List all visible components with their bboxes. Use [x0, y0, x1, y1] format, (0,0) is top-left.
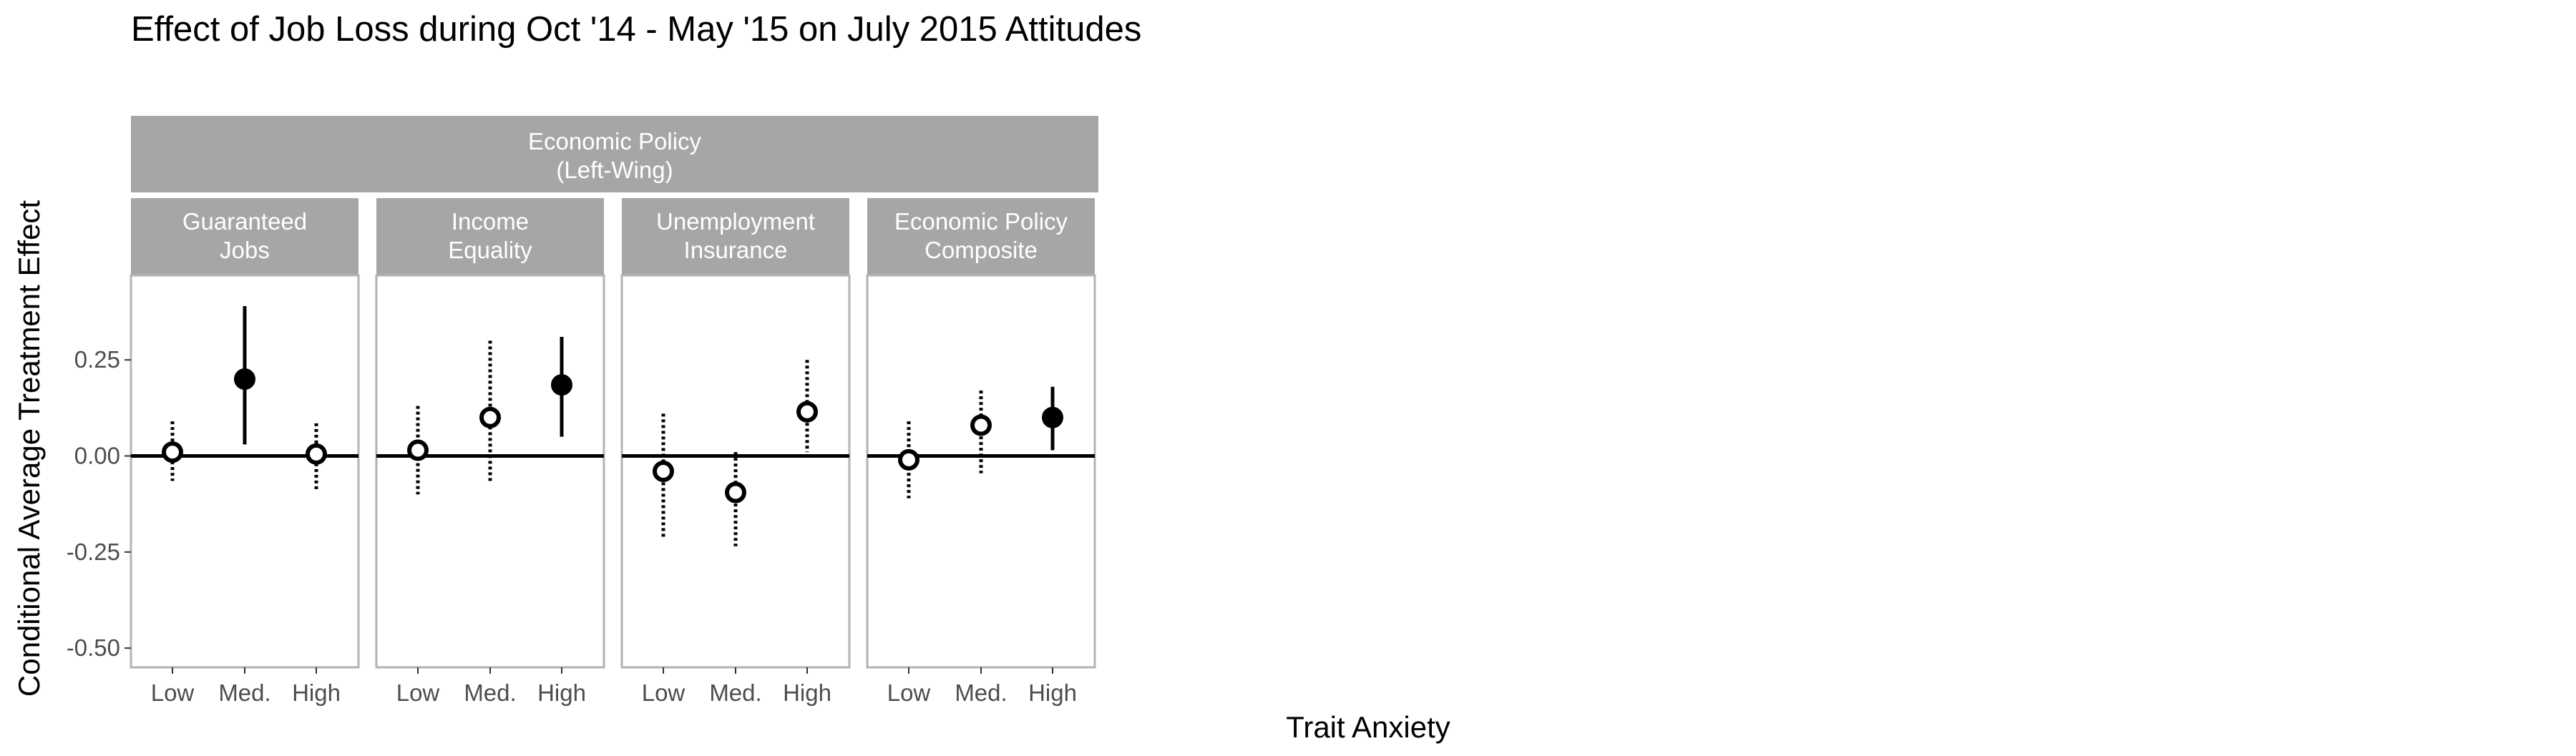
x-tick-label: Low	[642, 679, 686, 706]
x-tick-label: Med.	[709, 679, 761, 706]
facet-strip-label: Economic Policy	[894, 208, 1068, 235]
x-tick-label: Low	[151, 679, 195, 706]
top-strip-line-1: Economic Policy	[528, 128, 702, 154]
y-tick-label: -0.50	[67, 634, 120, 661]
point-estimate	[796, 401, 818, 423]
point-estimate	[551, 374, 572, 396]
point-estimate	[653, 461, 674, 482]
facet-strip	[376, 198, 604, 275]
point-estimate	[970, 414, 992, 436]
chart-title: Effect of Job Loss during Oct '14 - May …	[131, 10, 1141, 49]
point-estimate	[479, 406, 501, 428]
top-strip-line-2: (Left-Wing)	[556, 157, 673, 183]
point-estimate	[306, 443, 327, 465]
y-tick-label: 0.00	[74, 443, 120, 469]
facet-strip-label: Jobs	[220, 237, 270, 263]
x-axis-title: Trait Anxiety	[1286, 710, 1450, 744]
top-facet-strip: Economic Policy (Left-Wing)	[131, 116, 1098, 192]
x-tick-label: Low	[887, 679, 931, 706]
point-estimate	[407, 439, 429, 461]
point-estimate	[725, 481, 746, 504]
facet-strip	[622, 198, 849, 275]
point-estimate	[162, 441, 183, 463]
facet-strip-label: Guaranteed	[182, 208, 307, 235]
y-axis-title: Conditional Average Treatment Effect	[12, 200, 46, 697]
facet-strip	[131, 198, 358, 275]
y-tick-label: 0.25	[74, 346, 120, 373]
x-tick-label: Med.	[464, 679, 516, 706]
x-tick-label: High	[292, 679, 341, 706]
x-tick-label: Med.	[218, 679, 270, 706]
point-estimate	[1042, 406, 1063, 428]
point-estimate	[898, 448, 919, 471]
facet-strip-label: Income	[452, 208, 529, 235]
facet-strip-label: Insurance	[684, 237, 788, 263]
facet-strip-label: Equality	[448, 237, 532, 263]
x-tick-label: High	[783, 679, 831, 706]
panel-border	[375, 274, 605, 669]
x-tick-label: High	[537, 679, 586, 706]
x-tick-label: Med.	[955, 679, 1007, 706]
facet-strip-label: Composite	[924, 237, 1038, 263]
facet-strip	[867, 198, 1095, 275]
x-tick-label: High	[1028, 679, 1077, 706]
facet-strip-label: Unemployment	[656, 208, 815, 235]
y-tick-label: -0.25	[67, 539, 120, 565]
y-axis: 0.25 0.00 -0.25 -0.50	[67, 346, 131, 661]
x-tick-label: Low	[396, 679, 440, 706]
point-estimate	[234, 368, 255, 391]
top-strip-background	[131, 116, 1098, 192]
